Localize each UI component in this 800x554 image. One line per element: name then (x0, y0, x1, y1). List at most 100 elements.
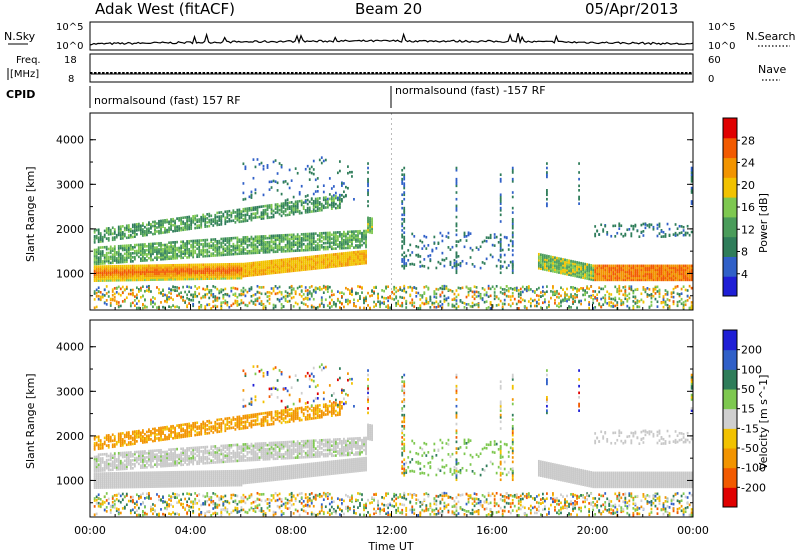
power-cell (296, 239, 299, 242)
power-cell (266, 268, 269, 271)
power-cell (351, 230, 353, 233)
power-cell (308, 255, 311, 259)
power-cell (314, 265, 317, 268)
power-cell (178, 306, 180, 309)
power-cell (658, 276, 661, 280)
power-cell (359, 254, 361, 257)
power-cell (558, 302, 560, 305)
freq-point (620, 72, 624, 74)
power-cell (182, 263, 185, 267)
power-cell (340, 302, 343, 306)
power-cell (578, 273, 580, 277)
power-cell (664, 276, 667, 280)
power-cell (562, 260, 564, 263)
power-cell (660, 278, 663, 282)
power-cell (202, 242, 205, 246)
power-cell (668, 299, 671, 302)
power-cell (363, 301, 365, 305)
power-cell (292, 263, 295, 267)
power-cell (210, 238, 213, 241)
power-cell (280, 192, 283, 196)
power-cell (628, 274, 631, 278)
power-cell (401, 217, 404, 221)
power-cell (232, 209, 235, 212)
power-cell (355, 256, 357, 260)
power-cell (636, 305, 639, 309)
power-cell (351, 244, 353, 248)
power-cell (127, 256, 130, 259)
power-cell (268, 236, 271, 240)
power-cell (598, 290, 601, 294)
power-cell (290, 247, 293, 251)
power-cell (184, 224, 187, 227)
power-cell (123, 228, 126, 232)
power-cell (616, 290, 619, 294)
power-cell (182, 226, 185, 230)
power-cell (178, 273, 180, 277)
power-cell (268, 302, 271, 305)
power-cell (455, 262, 458, 266)
power-cell (214, 244, 217, 247)
power-cell (182, 246, 185, 250)
power-cell (174, 219, 176, 223)
power-cell (539, 259, 542, 262)
power-cell (152, 268, 154, 271)
power-cell (240, 276, 243, 280)
power-cell (228, 268, 231, 272)
power-cell (254, 216, 257, 219)
power-cell (254, 299, 257, 303)
power-cell (606, 266, 609, 270)
power-cell (336, 206, 339, 210)
power-cell (230, 276, 233, 280)
power-cell (562, 258, 564, 261)
freq-point (636, 72, 640, 74)
power-cell (485, 236, 488, 239)
power-cell (636, 287, 639, 291)
power-cell (662, 270, 665, 274)
power-cell (266, 212, 269, 216)
power-cell (431, 301, 434, 305)
power-cell (226, 210, 229, 213)
power-cell (588, 301, 591, 304)
power-cell (403, 209, 406, 212)
power-cell (95, 252, 98, 256)
power-cell (244, 207, 247, 211)
power-cell (511, 231, 514, 234)
freq-point (226, 72, 230, 74)
power-cell (276, 244, 279, 247)
power-cell (373, 305, 375, 309)
power-cell (144, 225, 146, 229)
power-cell (186, 227, 189, 231)
power-cell (363, 235, 365, 239)
freq-point (680, 72, 684, 74)
power-cell (142, 251, 144, 254)
power-cell (594, 225, 597, 228)
power-cell (511, 242, 514, 246)
power-cell (232, 264, 235, 268)
power-cell (111, 249, 114, 252)
power-cell (294, 202, 297, 206)
power-cell (517, 289, 520, 292)
power-cell (296, 202, 299, 205)
power-cell (308, 248, 311, 252)
power-cell (316, 177, 319, 180)
power-cell (184, 275, 187, 279)
nsearch-tick-bottom: 10^0 (708, 41, 735, 52)
power-cell (156, 242, 158, 245)
power-cell (121, 291, 124, 295)
power-cell (278, 258, 281, 262)
power-cell (194, 218, 197, 222)
freq-point (295, 72, 298, 74)
power-cell (188, 275, 191, 279)
power-cell (262, 306, 265, 309)
power-cell (658, 270, 661, 274)
power-cell (103, 288, 106, 292)
power-cell (539, 253, 542, 256)
power-cell (125, 276, 128, 280)
freq-point (118, 72, 121, 74)
power-cell (296, 269, 299, 272)
power-cell (326, 203, 329, 207)
power-cell (312, 159, 315, 163)
power-cell (433, 242, 436, 245)
power-cell (254, 165, 257, 169)
